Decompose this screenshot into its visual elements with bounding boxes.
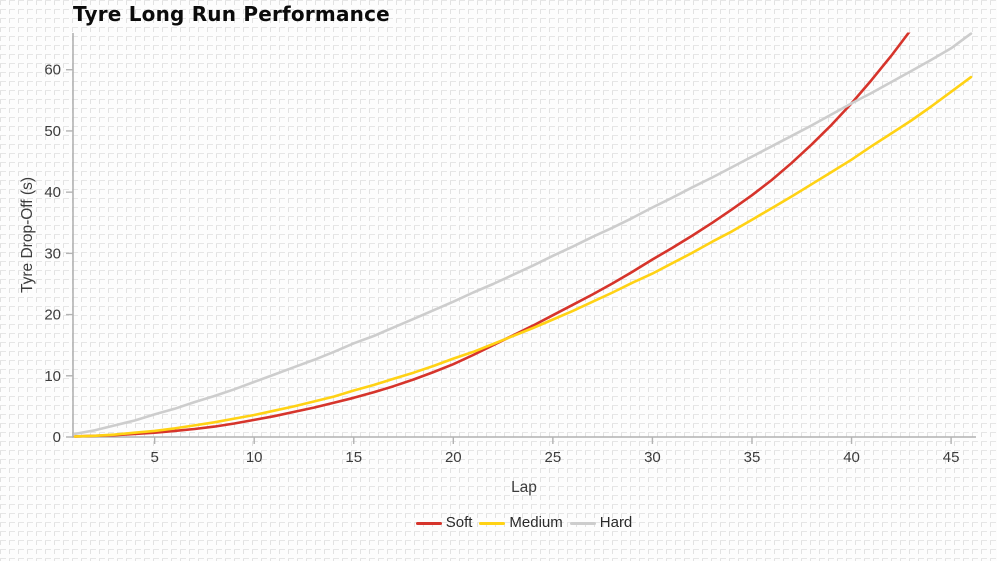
x-tick-label: 45: [943, 449, 960, 466]
y-tick-label: 30: [44, 245, 61, 262]
x-tick-label: 40: [843, 449, 860, 466]
y-tick-label: 0: [53, 429, 61, 446]
x-tick-label: 35: [744, 449, 761, 466]
x-tick-label: 30: [644, 449, 661, 466]
legend-item-hard: Hard: [569, 514, 633, 532]
legend-label-hard: Hard: [599, 514, 633, 531]
x-tick-label: 10: [246, 449, 263, 466]
legend-swatch-medium: [479, 521, 506, 525]
legend: Soft Medium Hard: [73, 514, 975, 532]
chart-title: Tyre Long Run Performance: [73, 2, 390, 26]
y-tick-label: 20: [44, 307, 61, 324]
legend-item-medium: Medium: [479, 514, 563, 532]
x-tick-label: 15: [345, 449, 362, 466]
y-tick-label: 40: [44, 184, 61, 201]
x-axis-label: Lap: [511, 479, 537, 496]
legend-label-soft: Soft: [445, 514, 473, 531]
x-tick-label: 5: [150, 449, 158, 466]
y-tick-label: 50: [44, 123, 61, 140]
legend-swatch-hard: [569, 521, 596, 525]
legend-label-medium: Medium: [509, 514, 563, 531]
series-line-medium: [73, 75, 973, 438]
series-layer: [73, 32, 973, 438]
series-line-hard: [73, 32, 973, 436]
y-axis-label: Tyre Drop-Off (s): [19, 177, 36, 293]
legend-swatch-soft: [415, 521, 442, 525]
axes-layer: 5 10 15 20 25 30 35 40 45 0 10 20 30 40 50 60: [44, 33, 976, 466]
legend-item-soft: Soft: [415, 514, 473, 532]
series-line-soft: [73, 32, 911, 438]
x-tick-label: 25: [545, 449, 562, 466]
y-tick-label: 60: [44, 62, 61, 79]
x-tick-label: 20: [445, 449, 462, 466]
y-tick-label: 10: [44, 368, 61, 385]
